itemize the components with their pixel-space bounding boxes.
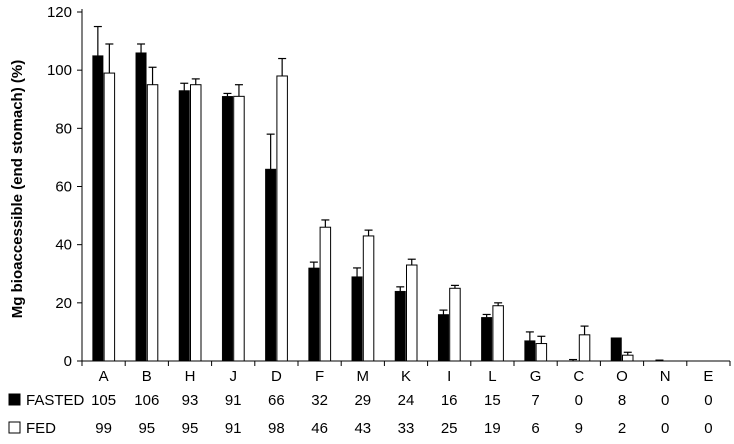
bar-fed-C xyxy=(578,334,591,362)
data-label: 66 xyxy=(268,392,285,409)
data-label: 29 xyxy=(354,392,371,409)
bar-fasted-A xyxy=(92,55,104,362)
y-tick-label: 40 xyxy=(55,237,72,254)
bar-fasted-J xyxy=(221,96,233,362)
x-tick-label: N xyxy=(660,368,671,385)
x-tick-label: K xyxy=(401,368,411,385)
bar-fasted-O xyxy=(610,337,622,362)
data-label: 0 xyxy=(575,392,583,409)
data-label: 0 xyxy=(661,392,669,409)
data-label: 2 xyxy=(618,420,626,437)
y-tick-label: 0 xyxy=(64,353,72,370)
x-tick-label: M xyxy=(357,368,370,385)
bar-fed-D xyxy=(276,75,288,362)
data-label: 93 xyxy=(182,392,199,409)
y-tick-label: 20 xyxy=(55,295,72,312)
x-tick-label: L xyxy=(488,368,496,385)
data-label: 15 xyxy=(484,392,501,409)
y-tick-label: 120 xyxy=(47,4,72,21)
data-label: 0 xyxy=(704,392,712,409)
data-label: 16 xyxy=(441,392,458,409)
data-label: 8 xyxy=(618,392,626,409)
x-tick-label: A xyxy=(99,368,109,385)
x-tick-label: G xyxy=(530,368,542,385)
data-label: 105 xyxy=(91,392,116,409)
data-label: 24 xyxy=(398,392,415,409)
bar-fasted-D xyxy=(265,168,277,362)
x-tick-label: E xyxy=(703,368,713,385)
bar-fed-I xyxy=(449,287,461,362)
data-label: 106 xyxy=(134,392,159,409)
bar-fed-L xyxy=(492,305,504,362)
data-label: 99 xyxy=(95,420,112,437)
data-label: 9 xyxy=(575,420,583,437)
data-label: 7 xyxy=(531,392,539,409)
bar-fed-K xyxy=(406,264,418,362)
bar-fasted-B xyxy=(135,52,147,362)
data-label: 46 xyxy=(311,420,328,437)
y-tick-label: 80 xyxy=(55,120,72,137)
bar-fed-B xyxy=(146,84,159,362)
bar-fed-H xyxy=(190,84,202,362)
x-tick-label: D xyxy=(271,368,282,385)
bars-group xyxy=(92,25,664,362)
bar-fed-A xyxy=(103,72,116,362)
data-label: 19 xyxy=(484,420,501,437)
x-tick-label: O xyxy=(616,368,628,385)
data-label: 95 xyxy=(138,420,155,437)
legend-label-fasted: FASTED xyxy=(26,392,85,409)
bar-fasted-I xyxy=(437,314,449,362)
data-label: 98 xyxy=(268,420,285,437)
data-label: 0 xyxy=(661,420,669,437)
bar-fasted-H xyxy=(178,90,190,362)
data-label: 0 xyxy=(704,420,712,437)
bar-fed-O xyxy=(622,354,634,362)
x-tick-label: J xyxy=(229,368,237,385)
y-axis-label-group: Mg bioaccessible (end stomach) (%) xyxy=(9,60,26,318)
bar-fed-G xyxy=(535,343,548,362)
data-label: 91 xyxy=(225,420,242,437)
data-label: 25 xyxy=(441,420,458,437)
data-label: 95 xyxy=(182,420,199,437)
y-tick-label: 100 xyxy=(47,62,72,79)
bar-fasted-G xyxy=(524,340,536,362)
y-tick-label: 60 xyxy=(55,179,72,196)
bar-fed-J xyxy=(233,95,245,362)
data-label: 33 xyxy=(398,420,415,437)
bar-fasted-L xyxy=(481,317,493,362)
y-axis: 0 20 40 60 80 100 120 xyxy=(47,4,83,370)
bar-fasted-M xyxy=(351,276,363,362)
bar-fasted-K xyxy=(394,290,406,362)
data-label: 91 xyxy=(225,392,242,409)
bar-fed-F xyxy=(319,226,332,362)
legend-swatch-fasted xyxy=(8,393,21,406)
x-tick-label: H xyxy=(185,368,196,385)
x-tick-label: I xyxy=(447,368,451,385)
data-label: 43 xyxy=(354,420,371,437)
x-tick-label: F xyxy=(315,368,324,385)
x-tick-label: B xyxy=(142,368,152,385)
bar-fasted-F xyxy=(308,267,320,362)
data-label: 6 xyxy=(531,420,539,437)
data-label: 32 xyxy=(311,392,328,409)
bar-fed-M xyxy=(362,235,375,362)
x-tick-label: C xyxy=(573,368,584,385)
y-axis-label: Mg bioaccessible (end stomach) (%) xyxy=(9,60,26,318)
legend-label-fed: FED xyxy=(26,420,56,437)
legend-swatch-fed xyxy=(8,421,21,434)
